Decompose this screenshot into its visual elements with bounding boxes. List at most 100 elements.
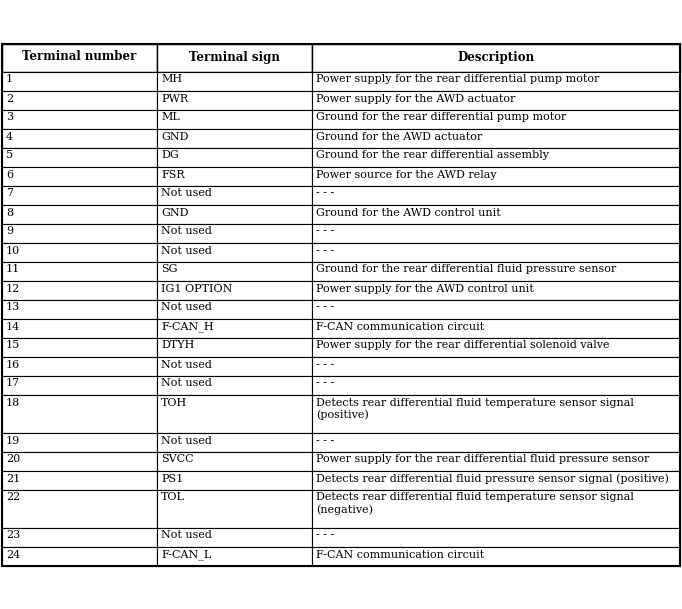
- Bar: [2, 376, 157, 395]
- Text: 19: 19: [6, 435, 20, 446]
- Text: 1: 1: [6, 74, 13, 85]
- Text: IG1 OPTION: IG1 OPTION: [161, 284, 233, 294]
- Bar: [312, 91, 680, 110]
- Bar: [157, 147, 312, 166]
- Text: Terminal number: Terminal number: [23, 51, 136, 63]
- Bar: [312, 43, 680, 71]
- Text: 10: 10: [6, 245, 20, 256]
- Bar: [2, 43, 680, 566]
- Text: 8: 8: [6, 208, 13, 217]
- Text: - - -: - - -: [316, 530, 334, 541]
- Text: Not used: Not used: [161, 227, 212, 236]
- Bar: [2, 110, 157, 128]
- Text: MH: MH: [161, 74, 182, 85]
- Bar: [157, 490, 312, 527]
- Text: Ground for the rear differential pump motor: Ground for the rear differential pump mo…: [316, 113, 566, 122]
- Text: 7: 7: [6, 189, 13, 199]
- Bar: [2, 527, 157, 546]
- Text: Power supply for the rear differential solenoid valve: Power supply for the rear differential s…: [316, 340, 610, 351]
- Text: 5: 5: [6, 150, 13, 161]
- Text: GND: GND: [161, 208, 188, 217]
- Bar: [157, 337, 312, 356]
- Bar: [2, 128, 157, 147]
- Text: 4: 4: [6, 132, 13, 141]
- Bar: [312, 186, 680, 205]
- Bar: [312, 128, 680, 147]
- Bar: [2, 186, 157, 205]
- Text: Description: Description: [458, 51, 535, 63]
- Text: 3: 3: [6, 113, 13, 122]
- Bar: [2, 71, 157, 91]
- Bar: [312, 261, 680, 281]
- Text: - - -: - - -: [316, 303, 334, 312]
- Bar: [157, 71, 312, 91]
- Bar: [312, 205, 680, 224]
- Bar: [157, 261, 312, 281]
- Bar: [312, 224, 680, 242]
- Bar: [312, 527, 680, 546]
- Bar: [157, 395, 312, 432]
- Text: - - -: - - -: [316, 359, 334, 370]
- Text: 15: 15: [6, 340, 20, 351]
- Text: Power supply for the AWD actuator: Power supply for the AWD actuator: [316, 94, 516, 104]
- Bar: [157, 166, 312, 186]
- Text: 12: 12: [6, 284, 20, 294]
- Bar: [312, 300, 680, 319]
- Text: Ground for the AWD control unit: Ground for the AWD control unit: [316, 208, 501, 217]
- Bar: [312, 451, 680, 471]
- Bar: [312, 281, 680, 300]
- Text: Detects rear differential fluid pressure sensor signal (positive): Detects rear differential fluid pressure…: [316, 474, 669, 484]
- Text: 14: 14: [6, 322, 20, 331]
- Text: F-CAN_L: F-CAN_L: [161, 549, 211, 560]
- Text: - - -: - - -: [316, 245, 334, 256]
- Text: Terminal sign: Terminal sign: [189, 51, 280, 63]
- Text: - - -: - - -: [316, 379, 334, 389]
- Bar: [157, 205, 312, 224]
- Bar: [157, 281, 312, 300]
- Text: ML: ML: [161, 113, 180, 122]
- Bar: [2, 319, 157, 337]
- Text: SG: SG: [161, 264, 177, 275]
- Bar: [312, 376, 680, 395]
- Bar: [312, 71, 680, 91]
- Bar: [157, 186, 312, 205]
- Text: Not used: Not used: [161, 189, 212, 199]
- Text: 9: 9: [6, 227, 13, 236]
- Bar: [157, 91, 312, 110]
- Bar: [157, 110, 312, 128]
- Text: 20: 20: [6, 454, 20, 465]
- Text: F-CAN_H: F-CAN_H: [161, 322, 213, 333]
- Text: Not used: Not used: [161, 530, 212, 541]
- Text: Detects rear differential fluid temperature sensor signal
(positive): Detects rear differential fluid temperat…: [316, 398, 634, 420]
- Bar: [157, 432, 312, 451]
- Text: Ground for the rear differential assembly: Ground for the rear differential assembl…: [316, 150, 549, 161]
- Text: PS1: PS1: [161, 474, 183, 484]
- Text: 16: 16: [6, 359, 20, 370]
- Bar: [2, 281, 157, 300]
- Bar: [2, 261, 157, 281]
- Text: Power supply for the rear differential pump motor: Power supply for the rear differential p…: [316, 74, 599, 85]
- Bar: [312, 432, 680, 451]
- Text: PWR: PWR: [161, 94, 188, 104]
- Text: 21: 21: [6, 474, 20, 484]
- Text: Not used: Not used: [161, 359, 212, 370]
- Text: 22: 22: [6, 493, 20, 502]
- Bar: [312, 356, 680, 376]
- Text: SVCC: SVCC: [161, 454, 194, 465]
- Bar: [157, 376, 312, 395]
- Bar: [312, 490, 680, 527]
- Text: 24: 24: [6, 549, 20, 560]
- Text: 11: 11: [6, 264, 20, 275]
- Bar: [157, 471, 312, 490]
- Bar: [157, 242, 312, 261]
- Bar: [2, 471, 157, 490]
- Bar: [2, 356, 157, 376]
- Bar: [2, 395, 157, 432]
- Text: - - -: - - -: [316, 189, 334, 199]
- Text: TOH: TOH: [161, 398, 188, 407]
- Text: - - -: - - -: [316, 435, 334, 446]
- Bar: [157, 356, 312, 376]
- Bar: [312, 319, 680, 337]
- Text: Not used: Not used: [161, 435, 212, 446]
- Bar: [2, 166, 157, 186]
